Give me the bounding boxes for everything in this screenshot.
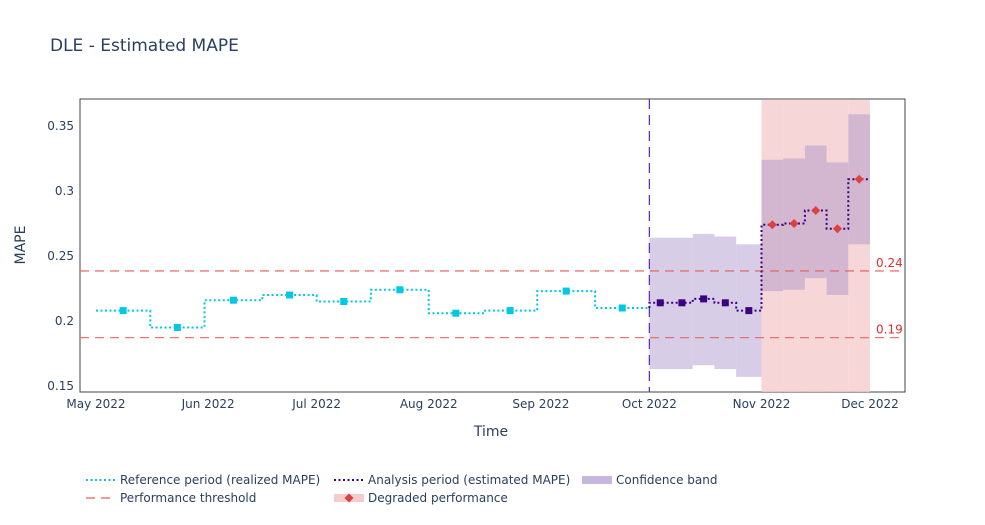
degraded-region [783, 100, 805, 392]
degraded-region [848, 100, 870, 392]
degraded-point [832, 224, 842, 234]
x-tick-label: Nov 2022 [733, 397, 791, 411]
degraded-point [854, 174, 864, 184]
legend-label: Reference period (realized MAPE) [120, 473, 320, 487]
analysis-point [678, 299, 686, 307]
x-tick-label: Jul 2022 [291, 397, 341, 411]
chart-title: DLE - Estimated MAPE [50, 36, 239, 56]
threshold-label: 0.19 [876, 323, 903, 337]
reference-point [506, 307, 514, 315]
degraded-region [826, 100, 849, 392]
reference-point [229, 296, 237, 304]
analysis-point [700, 295, 708, 303]
legend-label: Analysis period (estimated MAPE) [368, 473, 570, 487]
legend: Reference period (realized MAPE) Analysis… [86, 473, 717, 505]
degraded-region [761, 100, 784, 392]
y-tick-label: 0.15 [47, 379, 74, 393]
x-tick-label: Sep 2022 [512, 397, 569, 411]
y-axis-label: MAPE [13, 226, 29, 265]
x-tick-label: Aug 2022 [400, 397, 458, 411]
analysis-point [656, 299, 664, 307]
reference-point [119, 307, 127, 315]
legend-label: Performance threshold [120, 491, 256, 505]
legend-diamond-icon [344, 493, 354, 503]
plot-area: 0.24 0.19 May 2022 Jun 2022 Jul 2022 Aug 2022… [47, 98, 906, 411]
y-tick-label: 0.3 [55, 184, 74, 198]
reference-point [396, 286, 404, 294]
reference-point [562, 287, 570, 295]
x-axis-label: Time [473, 424, 508, 440]
degraded-point [811, 206, 821, 215]
reference-point [286, 291, 293, 299]
y-tick-label: 0.2 [55, 314, 74, 328]
degraded-region [804, 100, 827, 392]
y-tick-label: 0.25 [47, 249, 74, 263]
legend-swatch [582, 476, 612, 484]
analysis-line [648, 178, 870, 312]
x-tick-label: Oct 2022 [622, 397, 677, 411]
analysis-point [721, 299, 729, 307]
reference-point [173, 324, 181, 331]
degraded-point [767, 220, 777, 230]
reference-point [340, 298, 348, 305]
x-tick-label: May 2022 [66, 397, 125, 411]
x-tick-label: Jun 2022 [181, 397, 235, 411]
threshold-label: 0.24 [876, 256, 903, 270]
x-tick-label: Dec 2022 [841, 397, 899, 411]
y-tick-label: 0.35 [47, 119, 74, 133]
legend-label: Confidence band [616, 473, 717, 487]
reference-point [452, 309, 460, 317]
reference-point [618, 304, 626, 312]
analysis-point [745, 307, 753, 315]
degraded-point [789, 219, 799, 228]
legend-label: Degraded performance [368, 491, 508, 505]
